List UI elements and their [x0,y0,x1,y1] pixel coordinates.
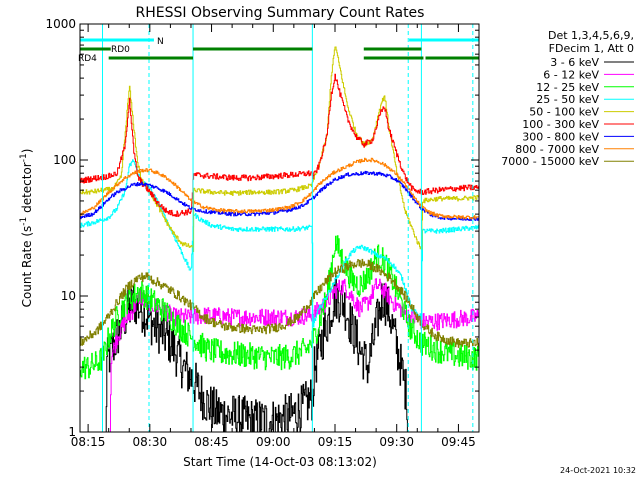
x-tick-label: 08:15 [71,435,106,449]
series-line-7000-15000-kev [80,258,479,348]
legend: Det 1,3,4,5,6,9, FDecim 1, Att 0 3 - 6 k… [501,29,634,168]
y-axis: 1 10 100 1000 [45,17,479,439]
y-tick-label: 1 [68,425,76,439]
legend-label-100-300-kev: 100 - 300 keV [522,118,599,131]
x-axis: 08:15 08:30 08:45 09:00 09:15 09:30 09:45 [71,24,480,449]
series-line-12-25-kev [80,235,479,380]
legend-label-50-100-kev: 50 - 100 keV [529,106,599,119]
series-line-50-100-kev [80,46,479,252]
x-tick-label: 09:45 [441,435,476,449]
series-line-300-800-kev [80,170,479,221]
legend-header-line-1: Det 1,3,4,5,6,9, [548,29,634,42]
x-axis-label: Start Time (14-Oct-03 08:13:02) [183,455,377,469]
y-axis-label-exp-2: -1 [19,153,29,162]
y-axis-label-part-2: detector [20,162,34,217]
series-line-800-7000-kev [80,157,479,220]
legend-label-6-12-kev: 6 - 12 keV [543,68,599,81]
y-axis-label-part-1: Count Rate (s [20,226,34,308]
legend-label-3-6-kev: 3 - 6 keV [550,56,599,69]
y-tick-label: 10 [61,289,76,303]
flag-label-rd4: RD4 [78,54,97,64]
marker-layer [102,24,474,432]
flag-label-n: N [157,37,164,47]
legend-label-800-7000-kev: 800 - 7000 keV [515,143,599,156]
y-axis-label-part-3: ) [20,149,34,154]
series-line-3-6-kev [105,276,408,432]
series-layer [80,46,479,432]
x-tick-label: 08:30 [133,435,168,449]
flag-label-rd0: RD0 [111,45,130,55]
x-tick-label: 09:15 [318,435,353,449]
x-tick-label: 08:45 [194,435,229,449]
legend-label-7000-15000-kev: 7000 - 15000 keV [501,155,599,168]
legend-label-12-25-kev: 12 - 25 keV [536,81,599,94]
y-tick-label: 100 [53,153,76,167]
y-axis-label: Count Rate (s-1 detector-1) [19,149,34,308]
plot-frame [79,23,480,433]
y-axis-label-exp-1: -1 [19,217,29,226]
y-tick-label: 1000 [45,17,76,31]
legend-header-line-2: FDecim 1, Att 0 [549,42,634,55]
x-tick-label: 09:00 [256,435,291,449]
legend-label-25-50-kev: 25 - 50 keV [536,93,599,106]
series-line-100-300-kev [80,73,479,217]
flag-layer: N RD0 RD4 [78,37,479,64]
x-tick-label: 09:30 [379,435,414,449]
generated-timestamp: 24-Oct-2021 10:32 [560,466,636,475]
legend-label-300-800-kev: 300 - 800 keV [522,130,599,143]
chart-title: RHESSI Observing Summary Count Rates [136,5,425,21]
